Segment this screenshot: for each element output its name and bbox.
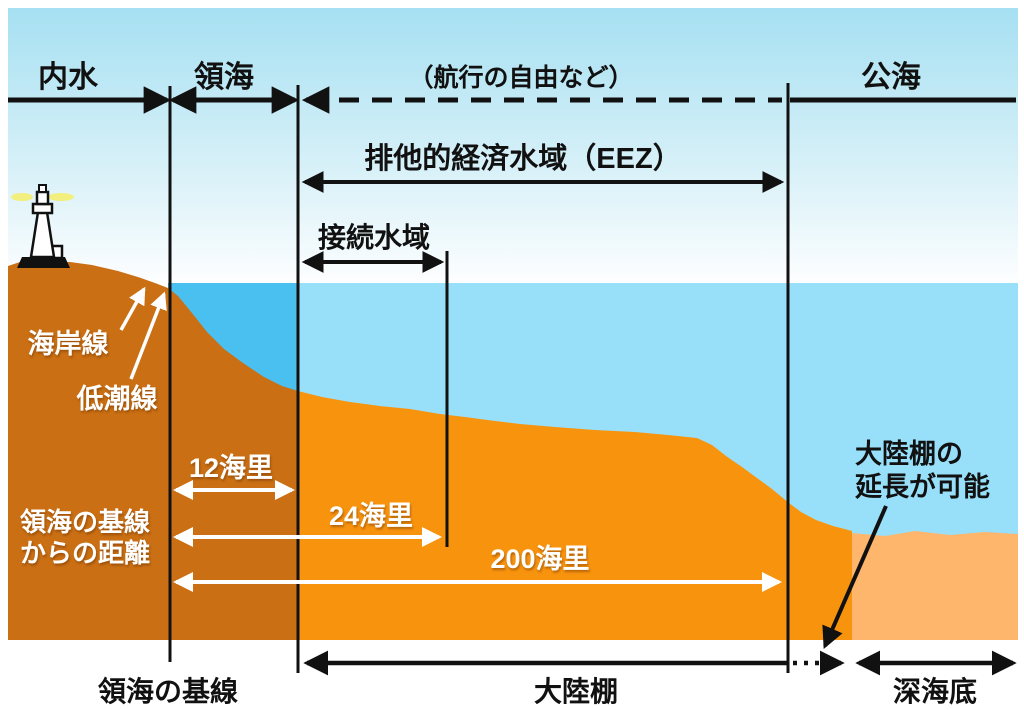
label-eez: 排他的経済水域（EEZ） xyxy=(364,141,681,175)
label-continental-shelf: 大陸棚 xyxy=(534,676,618,707)
label-internal-waters: 内水 xyxy=(38,61,99,94)
lighthouse-glow-left xyxy=(11,193,33,201)
deep-seabed-extended-area xyxy=(852,531,1018,640)
label-nm12: 12海里 xyxy=(189,453,273,483)
lighthouse-base xyxy=(17,257,70,268)
label-nm24: 24海里 xyxy=(329,501,413,531)
lighthouse-cap xyxy=(38,184,47,193)
label-deep-seabed: 深海底 xyxy=(893,676,977,707)
label-contiguous-zone: 接続水域 xyxy=(318,221,430,253)
label-freedom-of-navigation: （航行の自由など） xyxy=(408,63,633,92)
coastline-pointer-arrow xyxy=(119,286,146,331)
label-shelf-extension-line1: 大陸棚の xyxy=(855,439,963,469)
sky xyxy=(8,8,1018,283)
low-tide-pointer-arrow xyxy=(129,291,167,380)
label-baseline-distance-line1: 領海の基線 xyxy=(20,507,150,537)
label-baseline: 領海の基線 xyxy=(98,675,238,707)
label-low-tide-line: 低潮線 xyxy=(76,383,158,414)
lighthouse-icon xyxy=(11,184,74,268)
lighthouse-lamp xyxy=(35,190,50,206)
label-high-seas: 公海 xyxy=(861,61,921,94)
lighthouse-glow-right xyxy=(48,193,74,201)
label-nm200: 200海里 xyxy=(490,544,589,574)
label-coastline: 海岸線 xyxy=(28,328,109,359)
label-shelf-extension-line2: 延長が可能 xyxy=(854,471,990,502)
shelf-extension-pointer-arrow xyxy=(822,505,888,650)
lighthouse-balcony xyxy=(31,202,54,215)
label-baseline-distance-line2: からの距離 xyxy=(20,538,150,568)
label-territorial-sea: 領海 xyxy=(194,60,254,94)
